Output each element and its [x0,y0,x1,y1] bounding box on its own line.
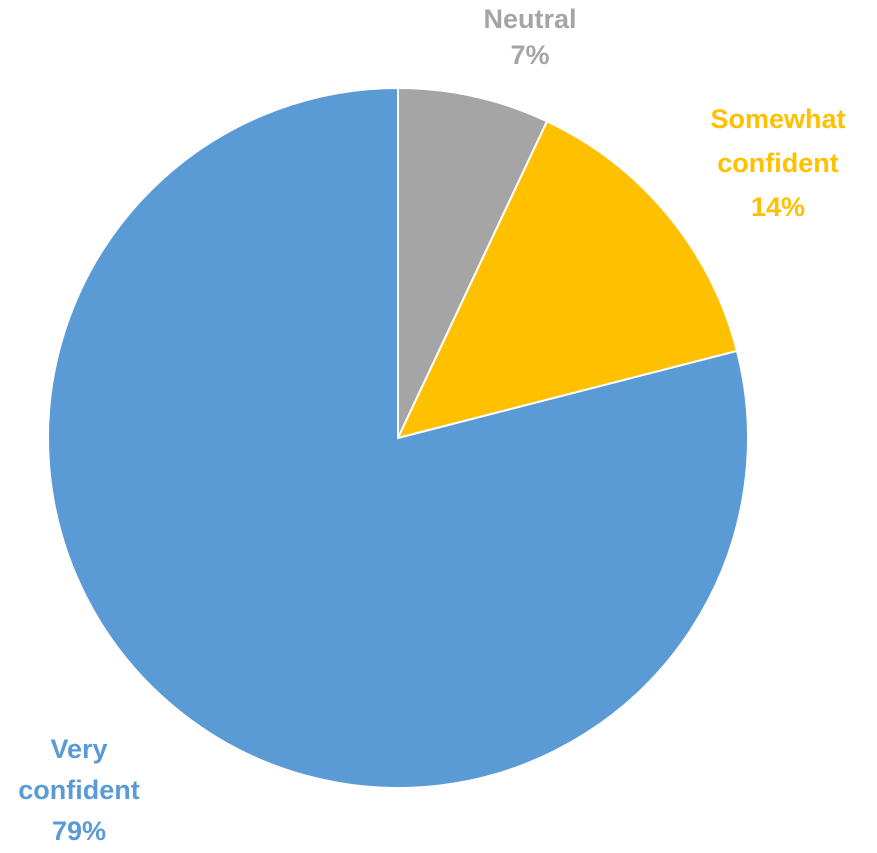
slice-percent-label: 7% [510,40,549,70]
slice-name-label: confident [18,775,140,805]
slice-name-label: Somewhat [710,104,845,134]
slice-label-very-confident: Very confident 79% [18,734,140,846]
slice-name-label: Neutral [483,4,576,34]
pie-slice-somewhat-confident [396,119,739,440]
slice-name-label: confident [717,148,839,178]
slice-percent-label: 79% [52,816,106,846]
slice-label-neutral: Neutral 7% [483,4,576,70]
pie-labels: Neutral 7% Somewhat confident 14% Very confide… [18,4,845,846]
pie-slice-neutral [397,86,549,439]
slice-percent-label: 14% [751,192,805,222]
pie-slices [47,86,749,789]
slice-name-label: Very [50,734,107,764]
slice-label-somewhat-confident: Somewhat confident 14% [710,104,845,222]
pie-slice-very-confident [47,86,749,789]
